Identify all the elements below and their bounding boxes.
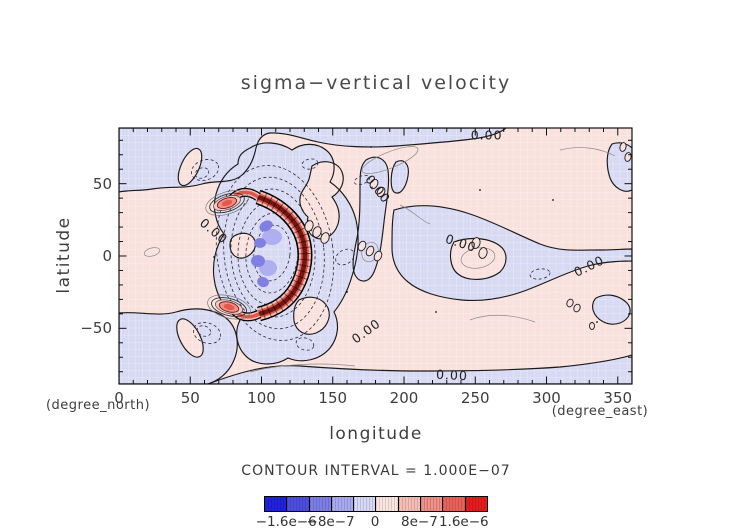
negative-cores bbox=[251, 220, 282, 288]
colorbar-tick-label: −8e−7 bbox=[306, 514, 355, 530]
colorbar-segment bbox=[331, 497, 355, 511]
y-axis-unit-note: (degree_north) bbox=[45, 398, 151, 413]
x-axis-title: longitude bbox=[329, 424, 423, 444]
x-axis-unit-note: (degree_east) bbox=[551, 404, 649, 419]
colorbar-segment bbox=[465, 497, 487, 511]
colorbar-segment bbox=[443, 497, 466, 511]
positive-core-south bbox=[207, 294, 251, 320]
y-tick-label: 0 bbox=[102, 247, 112, 265]
x-tick-label: 100 bbox=[247, 389, 276, 407]
colorbar-segment bbox=[421, 497, 444, 511]
y-tick-label: −50 bbox=[80, 319, 112, 338]
x-tick-label: 200 bbox=[389, 389, 419, 407]
y-tick-label: 50 bbox=[92, 174, 112, 193]
x-tick-label: 300 bbox=[532, 389, 561, 407]
crescent-band bbox=[224, 187, 313, 322]
colorbar-segment bbox=[398, 497, 422, 511]
x-tick-label: 50 bbox=[180, 389, 200, 407]
axis-ticks bbox=[118, 128, 633, 384]
colorbar-segment bbox=[287, 497, 310, 511]
x-tick-label: 250 bbox=[460, 389, 490, 407]
map-area bbox=[119, 128, 632, 384]
contour-interval-text: CONTOUR INTERVAL = 1.000E−07 bbox=[241, 463, 511, 479]
colorbar bbox=[264, 496, 488, 512]
x-tick-label: 150 bbox=[318, 389, 348, 407]
colorbar-segment bbox=[354, 497, 377, 511]
x-tick-label: 350 bbox=[603, 389, 633, 407]
colorbar-tick-label: −1.6e−6 bbox=[255, 514, 317, 530]
zero-contour-label: 0.00 bbox=[436, 366, 469, 383]
colorbar-segment bbox=[265, 497, 288, 511]
positive-core-north bbox=[205, 190, 249, 216]
point-marks bbox=[213, 146, 598, 323]
small-closed-contours bbox=[304, 142, 632, 330]
colorbar-segment bbox=[376, 497, 399, 511]
colorbar-tick-label: 0 bbox=[370, 514, 380, 530]
colorbar-tick-label: 1.6e−6 bbox=[438, 514, 489, 530]
colorbar-tick-label: 8e−7 bbox=[400, 514, 438, 530]
chart-title: sigma−vertical velocity bbox=[240, 72, 512, 94]
colorbar-segment bbox=[309, 497, 332, 511]
zero-contour-label: 0.00 bbox=[470, 127, 503, 142]
positive-contours bbox=[143, 146, 616, 373]
x-tick-label: 0 bbox=[114, 389, 124, 407]
